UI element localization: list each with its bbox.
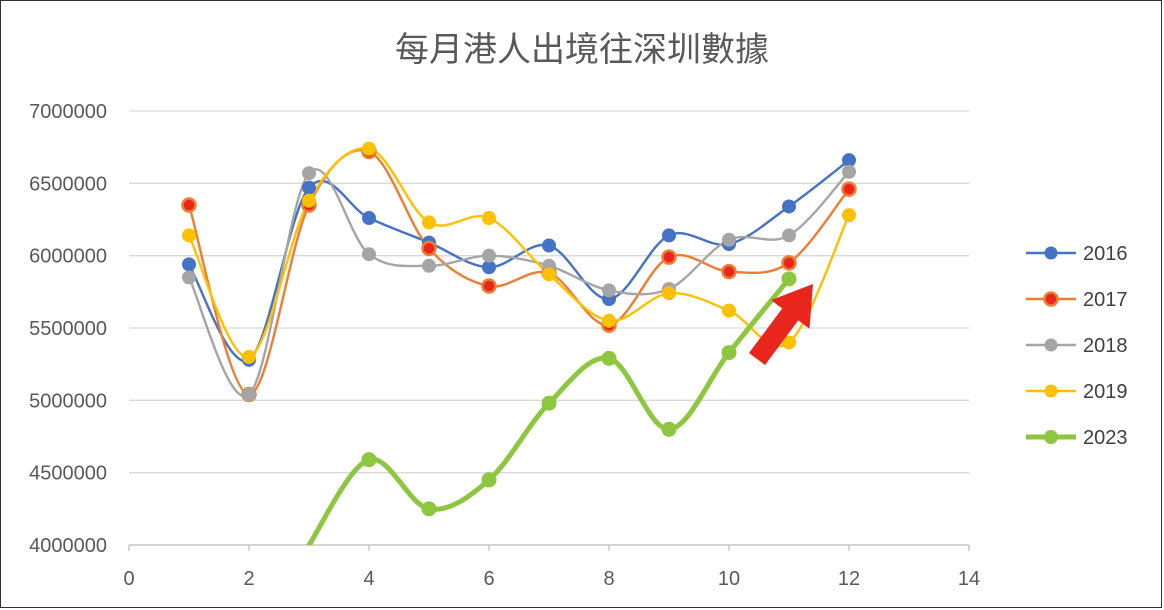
gridlines [129,110,969,546]
data-point-2023 [481,472,497,488]
data-point-2023 [781,271,797,287]
data-point-2017 [181,197,197,213]
data-point-2019 [362,141,376,156]
data-point-2019 [662,286,676,301]
x-tick-label: 10 [718,568,740,590]
legend-label-2016: 2016 [1083,243,1128,265]
x-tick-label: 6 [483,568,494,590]
series-lines [187,147,851,545]
x-tick-label: 2 [243,568,254,590]
y-tick-label: 4000000 [29,535,107,557]
data-point-2017 [421,240,437,257]
data-point-2019 [242,349,256,364]
red-arrow [748,284,813,365]
data-point-2016 [302,180,316,195]
data-point-2018 [602,283,616,298]
data-point-2016 [362,211,376,226]
series-line-2017 [187,148,851,396]
data-point-2018 [242,387,256,402]
chart-title: 每月港人出境往深圳數據 [395,30,769,70]
legend-label-2023: 2023 [1083,427,1128,449]
data-point-2023 [421,501,437,517]
y-tick-label: 6500000 [29,173,107,195]
legend-label-2018: 2018 [1083,335,1128,357]
data-point-2017 [481,278,497,294]
data-point-2023 [541,395,557,411]
data-point-2016 [542,238,556,253]
data-point-2017 [721,263,737,280]
data-point-2018 [362,247,376,262]
legend-label-2017: 2017 [1083,289,1128,311]
data-point-2018 [482,248,496,263]
data-point-2019 [602,313,616,328]
legend-marker-2018 [1044,338,1058,352]
data-point-2016 [782,199,796,214]
series-line-2018 [187,168,851,398]
series-points [181,141,857,517]
legend-marker-2019 [1044,384,1058,398]
y-tick-label: 4500000 [29,463,107,485]
data-point-2018 [182,270,196,285]
data-point-2018 [422,258,436,273]
data-point-2019 [422,215,436,230]
red-arrow-annotation [748,284,813,365]
legend-marker-2017 [1043,291,1059,307]
series-line-2023 [306,276,792,545]
data-point-2016 [482,260,496,275]
data-point-2018 [782,228,796,243]
data-point-2018 [302,166,316,181]
x-tick-label: 14 [958,568,980,590]
data-point-2018 [722,232,736,247]
data-point-2017 [661,249,677,265]
x-axis-ticks: 0 2 4 6 8 10 12 14 [123,545,980,590]
data-point-2017 [841,181,857,197]
data-point-2023 [601,350,617,366]
data-point-2019 [182,228,196,243]
x-tick-label: 12 [838,568,860,590]
data-point-2017 [781,255,797,271]
x-tick-label: 4 [363,568,374,590]
y-tick-label: 7000000 [29,101,107,123]
data-point-2016 [182,257,196,272]
series-line-2019 [187,147,851,359]
legend-label-2019: 2019 [1083,381,1128,403]
x-tick-label: 8 [603,568,614,590]
data-point-2023 [721,345,737,361]
data-point-2023 [661,421,677,437]
data-point-2018 [842,164,856,179]
data-point-2019 [722,303,736,318]
data-point-2016 [662,228,676,243]
y-tick-label: 5500000 [29,318,107,340]
data-point-2023 [361,452,377,468]
data-point-2019 [782,335,796,350]
legend-marker-2023 [1044,430,1058,444]
data-point-2019 [302,193,316,208]
data-point-2019 [842,208,856,223]
data-point-2019 [542,267,556,282]
data-point-2019 [482,211,496,226]
y-tick-label: 6000000 [29,246,107,268]
legend: 2016 2017 2018 2019 2023 [1026,243,1128,449]
y-axis-ticks: 4000000 4500000 5000000 5500000 6000000 65000… [29,101,107,557]
data-point-2016 [842,153,856,168]
y-tick-label: 5000000 [29,390,107,412]
x-tick-label: 0 [123,568,134,590]
legend-marker-2016 [1044,246,1058,260]
